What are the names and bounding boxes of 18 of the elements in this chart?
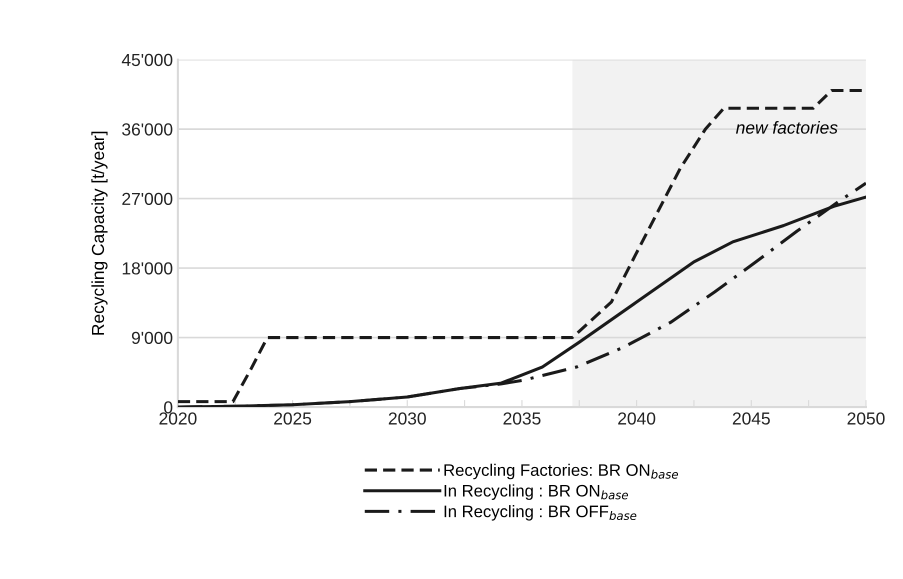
y-tick-label: 45'000 [122,54,172,66]
legend-label: In Recycling : BR ON$_{base}$ [444,484,628,500]
legend-label: Recycling Factories: BR ON$_{base}$ [444,464,678,480]
x-tick-label: 2045 [732,412,770,425]
x-tick-label: 2035 [504,412,541,425]
x-tick-label: 2025 [274,412,312,425]
annotation: new factories [736,121,838,134]
legend-label: In Recycling : BR OFF$_{base}$ [444,505,636,521]
y-axis-title: Recycling Capacity [t/year] [91,132,108,335]
x-tick-label: 2030 [388,412,426,425]
y-tick-label: 27'000 [122,192,172,206]
x-tick-label: 2020 [159,412,197,425]
x-tick-label: 2040 [618,412,656,425]
y-tick-label: 9'000 [132,332,172,344]
x-tick-label: 2050 [848,412,885,425]
y-tick-label: 18'000 [122,262,172,275]
y-tick-label: 0 [164,401,172,414]
y-tick-label: 36'000 [122,123,172,136]
